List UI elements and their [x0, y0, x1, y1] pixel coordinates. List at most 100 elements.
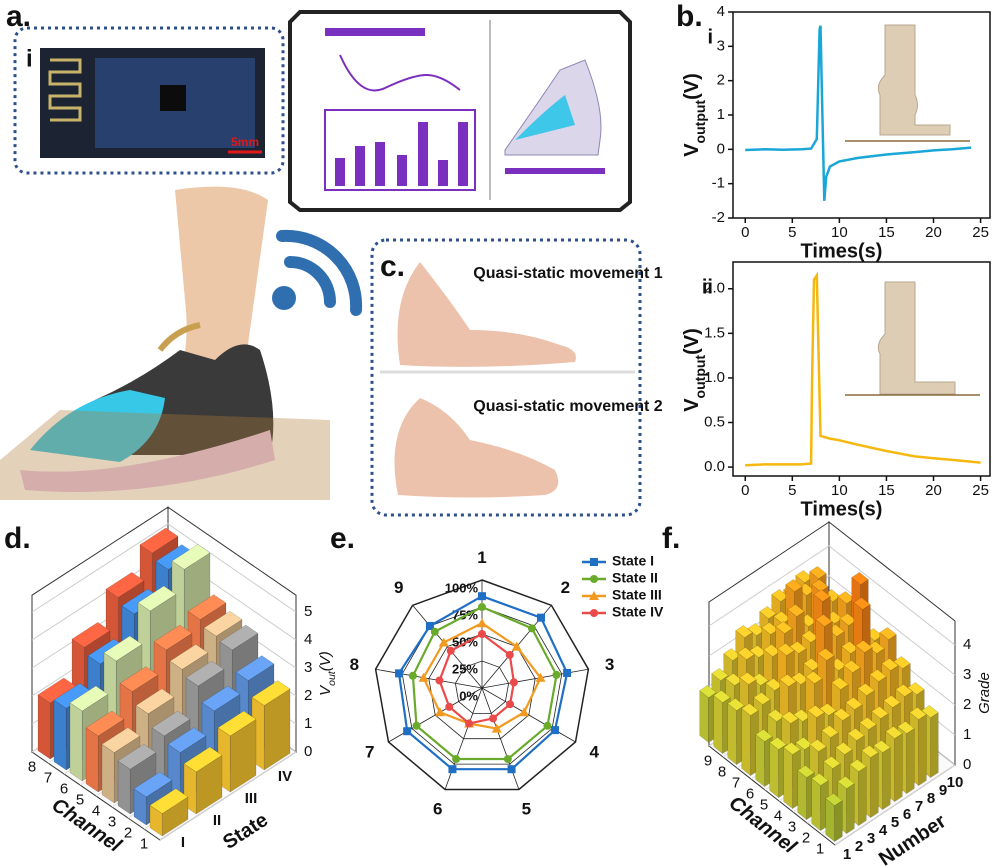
marker [434, 707, 445, 717]
marker [408, 671, 417, 680]
channel-label: 1 [140, 835, 148, 852]
ui-header [325, 28, 425, 36]
x-tick-label: 25 [972, 482, 989, 499]
bar-side [858, 766, 867, 827]
legend-marker [589, 591, 599, 600]
channel-label: 7 [732, 774, 740, 791]
channel-label: 5 [760, 796, 768, 813]
bar-top [849, 759, 867, 772]
label-main: V [317, 684, 334, 696]
bar-top [861, 745, 879, 758]
bar-top [821, 725, 839, 738]
bar-top [825, 793, 843, 806]
marker [505, 650, 514, 659]
bar-top [251, 680, 291, 706]
y-tick-label: 0 [717, 140, 725, 157]
bar-front [755, 733, 765, 788]
bar-top [137, 585, 177, 612]
grid-ring [428, 633, 536, 740]
sole [20, 430, 275, 492]
channel-label: 2 [802, 829, 810, 846]
ui-chart-frame [324, 109, 476, 191]
bar-side [894, 733, 903, 803]
y-tick-label: 1.5 [704, 324, 725, 341]
bar-top [787, 604, 805, 617]
z-tick-label: 1 [304, 715, 312, 732]
x-tick-label: 10 [831, 224, 848, 241]
channel-label: 6 [746, 785, 754, 802]
bar-top [735, 625, 753, 638]
marker [448, 765, 457, 774]
bar-top [151, 710, 191, 737]
bar-side [882, 747, 891, 811]
ui-bars [335, 122, 468, 186]
marker [446, 646, 455, 655]
y-tick-label: 2.0 [704, 280, 725, 297]
z-tick-label: 0 [963, 756, 971, 773]
bar-top [235, 655, 275, 681]
category-label: 7 [365, 742, 374, 761]
legend-marker [590, 558, 598, 566]
legend-label: State III [612, 587, 662, 603]
bar-top [881, 658, 899, 671]
marker [511, 641, 522, 651]
bar-top [753, 692, 771, 705]
bar-top [219, 624, 259, 651]
bar-top [201, 685, 241, 712]
bar-top [871, 706, 889, 719]
y-axis-label: State [219, 809, 272, 854]
bar-top [897, 721, 915, 734]
spoke [481, 687, 576, 743]
category-label: 1 [477, 548, 486, 567]
bar-top [101, 727, 141, 753]
bar-top [203, 610, 243, 637]
category-label: 6 [433, 799, 442, 818]
label-main: V [681, 143, 703, 157]
z-tick-label: 4 [304, 631, 312, 648]
y-tick-label: 2 [717, 72, 725, 89]
bar-top [833, 708, 851, 721]
bar-top [739, 672, 757, 685]
series-line [397, 594, 569, 771]
channel-label: 4 [92, 802, 100, 819]
bar-top [699, 685, 717, 698]
category-label: 4 [590, 742, 600, 761]
grid-line [708, 545, 956, 646]
state-label: 6 [903, 806, 911, 823]
bar-top [769, 737, 787, 750]
inset-label: i [26, 45, 33, 72]
bar-side [906, 728, 915, 795]
bar-top [809, 566, 827, 579]
spoke [375, 668, 483, 689]
bar-front [769, 741, 779, 799]
wires [157, 322, 201, 352]
label-sub: output [692, 355, 708, 399]
bar-top [797, 765, 815, 778]
marker [425, 621, 434, 630]
state-label: 2 [855, 838, 863, 855]
label-unit: (V) [681, 73, 703, 100]
bar-top [805, 671, 823, 684]
state-label: I [181, 834, 185, 851]
marker [503, 755, 512, 764]
grid-line [31, 523, 297, 613]
channel-label: 5 [76, 791, 84, 808]
bar-top [187, 594, 227, 620]
x-tick-label: 5 [788, 224, 796, 241]
state-label: 3 [867, 830, 875, 847]
bar-front [713, 694, 723, 755]
table [0, 410, 330, 500]
z-tick-label: 2 [304, 687, 312, 704]
x-tick-label: 20 [925, 224, 942, 241]
sensor-pad [30, 390, 165, 462]
scale-label: 5mm [231, 135, 259, 149]
marker [563, 668, 572, 677]
legend-label: State II [612, 570, 658, 586]
axis-label: Vout(V) [317, 651, 338, 696]
axis-label: Voutput(V) [681, 328, 707, 412]
ui-footer [505, 168, 605, 174]
antenna [48, 58, 82, 122]
y-tick-label: 1.0 [704, 369, 725, 386]
bar-top [153, 624, 193, 651]
z-tick-label: 5 [304, 603, 312, 620]
